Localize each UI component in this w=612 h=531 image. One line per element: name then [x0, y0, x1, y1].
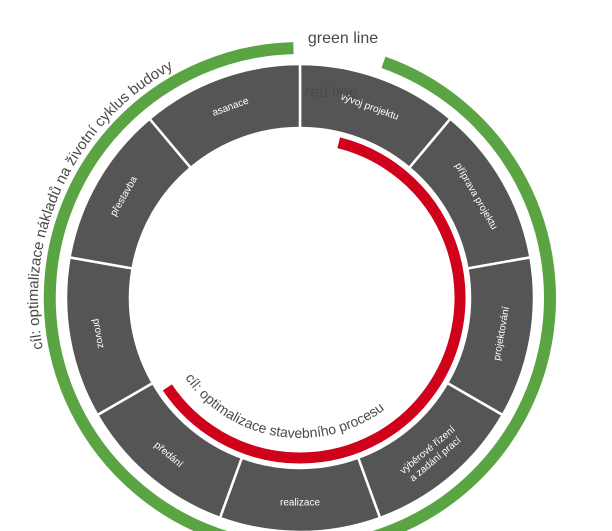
- phase-segment: [147, 62, 302, 170]
- green-line-arc-right: [372, 56, 556, 531]
- phase-label: provoz: [90, 318, 106, 349]
- red-line-arc: [162, 137, 466, 464]
- green-line-label: green line: [308, 30, 378, 47]
- green-line-arc-left: [43, 42, 294, 531]
- red-line-label: red line: [305, 84, 358, 101]
- phase-label: realizace: [280, 498, 320, 509]
- phase-segment: [64, 255, 155, 417]
- phase-segment: [218, 456, 382, 531]
